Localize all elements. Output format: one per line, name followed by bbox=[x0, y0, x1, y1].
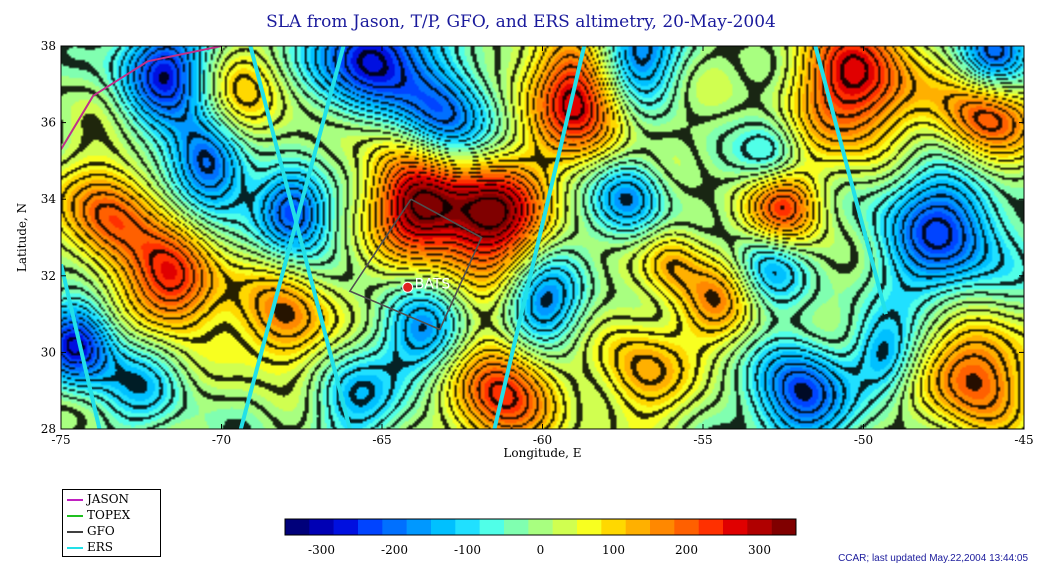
track-legend: JASON TOPEX GFO ERS bbox=[62, 489, 161, 557]
colorbar-tick-label: -300 bbox=[308, 543, 335, 557]
y-tick-label: 28 bbox=[41, 422, 56, 436]
station-layer: BATS bbox=[402, 276, 451, 293]
colorbar-swatch bbox=[552, 519, 578, 535]
update-credit: CCAR; last updated May.22,2004 13:44:05 bbox=[838, 553, 1028, 564]
x-tick-label: -50 bbox=[854, 433, 873, 447]
legend-label: JASON bbox=[87, 492, 130, 506]
colorbar-swatch bbox=[479, 519, 505, 535]
colorbar-swatch bbox=[747, 519, 772, 535]
colorbar-frame bbox=[284, 518, 797, 536]
track-jason-5 bbox=[61, 46, 222, 150]
legend-swatch bbox=[67, 499, 83, 501]
colorbar-swatch bbox=[650, 519, 675, 535]
colorbar-tick-label: -100 bbox=[454, 543, 481, 557]
colorbar-tick-label: 0 bbox=[537, 543, 545, 557]
track-ers-1 bbox=[248, 46, 352, 429]
x-tick-label: -75 bbox=[51, 433, 70, 447]
y-tick-label: 34 bbox=[41, 192, 57, 206]
colorbar-swatch bbox=[431, 519, 456, 535]
station-label: BATS bbox=[415, 276, 451, 292]
station-marker[interactable] bbox=[402, 281, 414, 293]
colorbar-swatch bbox=[504, 519, 529, 535]
track-ers-3 bbox=[813, 46, 888, 315]
y-tick-label: 32 bbox=[41, 269, 56, 283]
colorbar-swatch bbox=[358, 519, 383, 535]
y-tick-label: 38 bbox=[41, 39, 56, 53]
colorbar-tick-label: -200 bbox=[381, 543, 408, 557]
axes: -75 -70 -65 -60 -55 -50 -45 28 30 32 34 36 38 Longitu… bbox=[15, 39, 1034, 460]
colorbar-tick-label: 200 bbox=[675, 543, 698, 557]
track-ers-4 bbox=[61, 263, 102, 429]
colorbar-swatch bbox=[601, 519, 626, 535]
colorbar-swatch bbox=[674, 519, 699, 535]
x-axis-label: Longitude, E bbox=[503, 446, 581, 460]
y-tick-label: 36 bbox=[41, 116, 56, 130]
legend-swatch bbox=[67, 515, 83, 517]
colorbar-swatch bbox=[382, 519, 407, 535]
x-tick-label: -65 bbox=[372, 433, 391, 447]
sla-plot-area[interactable]: BATS bbox=[60, 45, 1025, 430]
track-ers-2 bbox=[492, 46, 587, 429]
colorbar-tick-label: 300 bbox=[748, 543, 771, 557]
colorbar-swatch bbox=[455, 519, 480, 535]
legend-label: TOPEX bbox=[87, 508, 131, 522]
colorbar: -300 -200 -100 0 100 200 300 bbox=[284, 518, 797, 557]
colorbar-swatch bbox=[406, 519, 432, 535]
x-tick-label: -45 bbox=[1014, 433, 1033, 447]
x-tick-label: -60 bbox=[533, 433, 552, 447]
x-tick-label: -70 bbox=[212, 433, 231, 447]
legend-swatch bbox=[67, 531, 83, 533]
colorbar-swatch bbox=[285, 519, 310, 535]
legend-label: GFO bbox=[87, 524, 115, 538]
colorbar-swatch bbox=[309, 519, 334, 535]
track-ers-0 bbox=[238, 46, 346, 429]
colorbar-swatch bbox=[333, 519, 359, 535]
legend-label: ERS bbox=[87, 540, 114, 554]
colorbar-swatch bbox=[577, 519, 602, 535]
legend-swatch bbox=[67, 547, 83, 549]
y-axis-label: Latitude, N bbox=[15, 203, 29, 272]
sla-field-image bbox=[61, 46, 1024, 429]
colorbar-swatch bbox=[528, 519, 553, 535]
colorbar-tick-label: 100 bbox=[602, 543, 625, 557]
y-tick-label: 30 bbox=[41, 345, 56, 359]
colorbar-swatch bbox=[771, 519, 797, 535]
colorbar-swatch bbox=[625, 519, 651, 535]
map-title: SLA from Jason, T/P, GFO, and ERS altime… bbox=[266, 12, 776, 32]
satellite-tracks bbox=[61, 46, 888, 429]
colorbar-swatch bbox=[723, 519, 748, 535]
colorbar-swatch bbox=[698, 519, 724, 535]
track-gfo-6 bbox=[348, 198, 483, 331]
x-tick-label: -55 bbox=[693, 433, 712, 447]
